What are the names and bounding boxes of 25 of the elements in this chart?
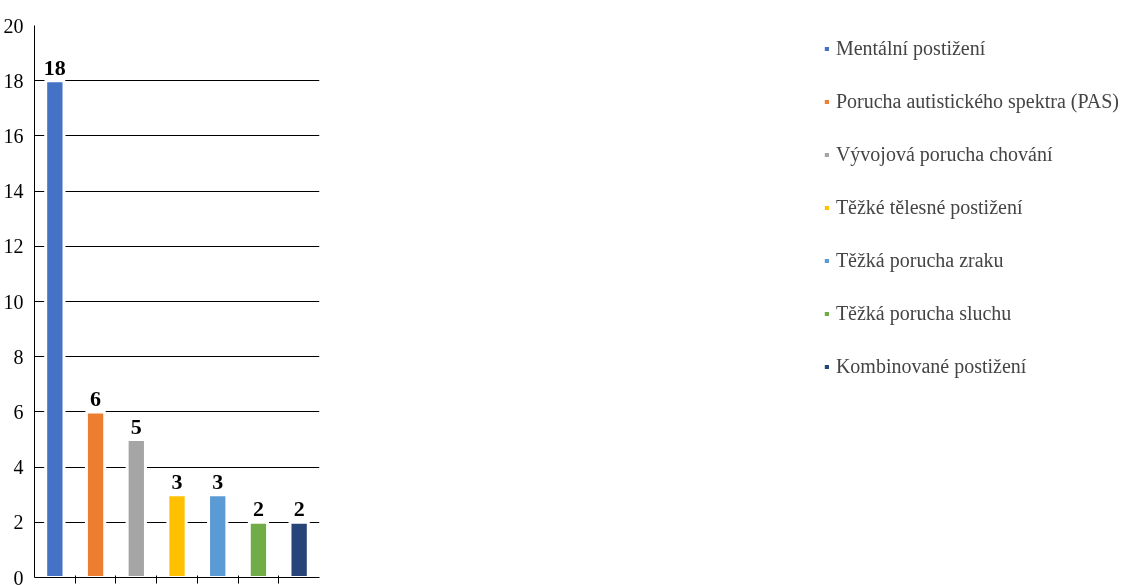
data-label: 2 — [252, 496, 264, 522]
y-tick-label: 20 — [3, 14, 24, 37]
y-tick-label: 18 — [3, 69, 24, 92]
data-label: 3 — [171, 468, 183, 494]
data-label: 3 — [212, 468, 224, 494]
legend-label: Těžké tělesné postižení — [835, 196, 1023, 219]
y-tick-label: 4 — [13, 456, 24, 479]
legend-label: Těžká porucha zraku — [835, 249, 1004, 272]
legend-label: Porucha autistického spektra (PAS) — [835, 90, 1119, 113]
y-tick-label: 0 — [13, 566, 24, 585]
data-label: 18 — [43, 54, 66, 80]
y-tick-label: 8 — [13, 345, 24, 368]
y-tick-label: 2 — [13, 511, 24, 534]
legend-label: Těžká porucha sluchu — [835, 302, 1012, 325]
y-tick-label: 10 — [3, 290, 24, 313]
data-label: 5 — [130, 413, 142, 439]
legend-label: Kombinované postižení — [835, 355, 1027, 378]
y-tick-label: 12 — [3, 235, 24, 258]
y-tick-label: 16 — [3, 124, 24, 147]
y-tick-label: 14 — [3, 180, 24, 203]
data-label: 6 — [90, 385, 102, 411]
data-label: 2 — [293, 496, 305, 522]
legend-label: Mentální postižení — [835, 37, 986, 60]
legend-label: Vývojová porucha chování — [835, 143, 1053, 166]
y-tick-label: 6 — [13, 400, 24, 423]
